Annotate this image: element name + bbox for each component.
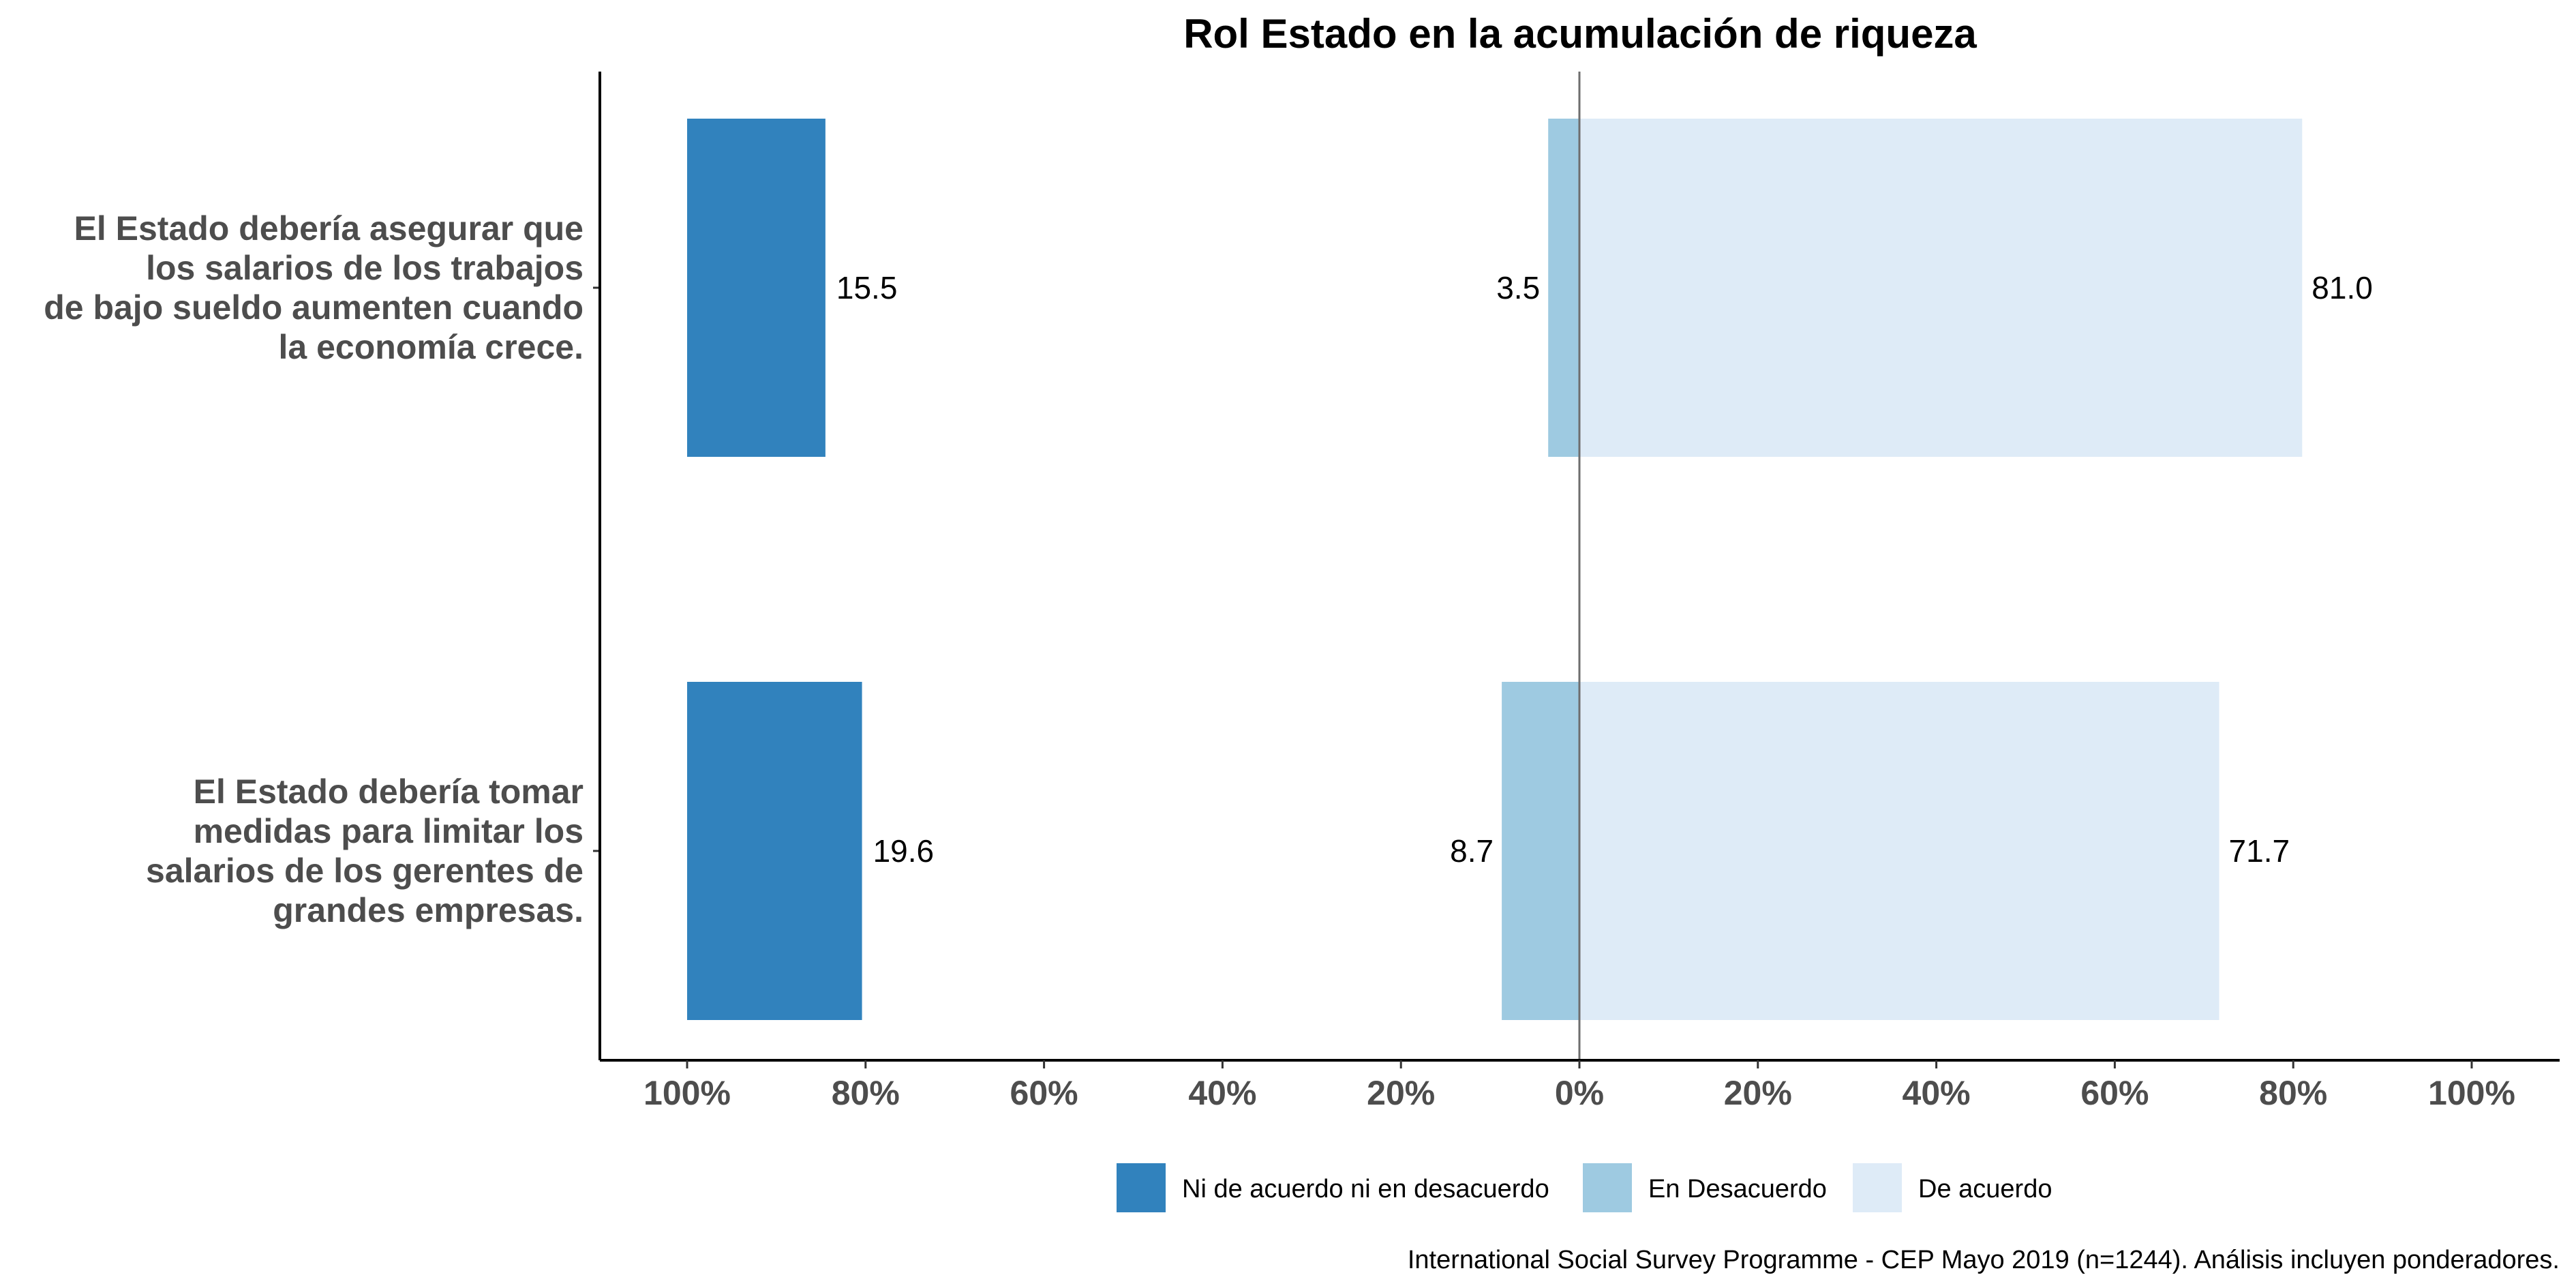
category-label-1: El Estado debería asegurar que los salari… [44, 209, 584, 366]
category-label-line: El Estado debería tomar [194, 773, 584, 811]
axes-layer: El Estado debería asegurar que los salari… [44, 72, 2560, 1112]
data-label-neutral-2: 19.6 [873, 833, 935, 869]
category-label-line: los salarios de los trabajos [146, 249, 584, 287]
data-label-agree-2: 71.7 [2229, 833, 2290, 869]
x-tick-label: 20% [1367, 1074, 1435, 1112]
x-tick-label: 60% [1010, 1074, 1078, 1112]
category-label-2: El Estado debería tomar medidas para limi… [146, 773, 584, 929]
bar-neutral-2 [687, 682, 862, 1020]
caption: International Social Survey Programme - … [1408, 1246, 2560, 1274]
bar-disagree-1 [1548, 119, 1579, 457]
legend: Ni de acuerdo ni en desacuerdo En Desacue… [1117, 1163, 2052, 1212]
legend-label-2: En Desacuerdo [1648, 1175, 1827, 1203]
legend-key-2 [1583, 1163, 1632, 1212]
legend-key-3 [1853, 1163, 1902, 1212]
bar-agree-2 [1579, 682, 2219, 1020]
category-label-line: grandes empresas. [273, 891, 584, 929]
x-tick-label: 60% [2080, 1074, 2149, 1112]
chart-title: Rol Estado en la acumulación de riqueza [1183, 11, 1977, 57]
legend-key-1 [1117, 1163, 1166, 1212]
bar-neutral-1 [687, 119, 825, 457]
data-label-disagree-2: 8.7 [1450, 833, 1494, 869]
x-tick-label: 0% [1555, 1074, 1604, 1112]
x-tick-label: 40% [1188, 1074, 1256, 1112]
category-label-line: salarios de los gerentes de [146, 852, 584, 890]
x-tick-label: 80% [832, 1074, 900, 1112]
category-label-line: medidas para limitar los [194, 812, 584, 850]
category-label-line: El Estado debería asegurar que [74, 209, 584, 248]
legend-label-3: De acuerdo [1918, 1175, 2052, 1203]
bar-agree-1 [1579, 119, 2303, 457]
data-label-disagree-1: 3.5 [1496, 270, 1540, 305]
x-tick-label: 20% [1724, 1074, 1792, 1112]
data-label-agree-1: 81.0 [2312, 270, 2373, 305]
legend-label-1: Ni de acuerdo ni en desacuerdo [1182, 1175, 1549, 1203]
x-tick-label: 100% [643, 1074, 731, 1112]
x-tick-label: 40% [1903, 1074, 1971, 1112]
category-label-line: de bajo sueldo aumenten cuando [44, 288, 584, 327]
data-label-neutral-1: 15.5 [836, 270, 898, 305]
bars-layer: 15.5 3.5 81.0 19.6 8.7 71.7 [687, 119, 2373, 1020]
x-tick-label: 100% [2428, 1074, 2515, 1112]
x-tick-label: 80% [2259, 1074, 2327, 1112]
bar-disagree-2 [1502, 682, 1579, 1020]
category-label-line: la economía crece. [279, 328, 584, 366]
